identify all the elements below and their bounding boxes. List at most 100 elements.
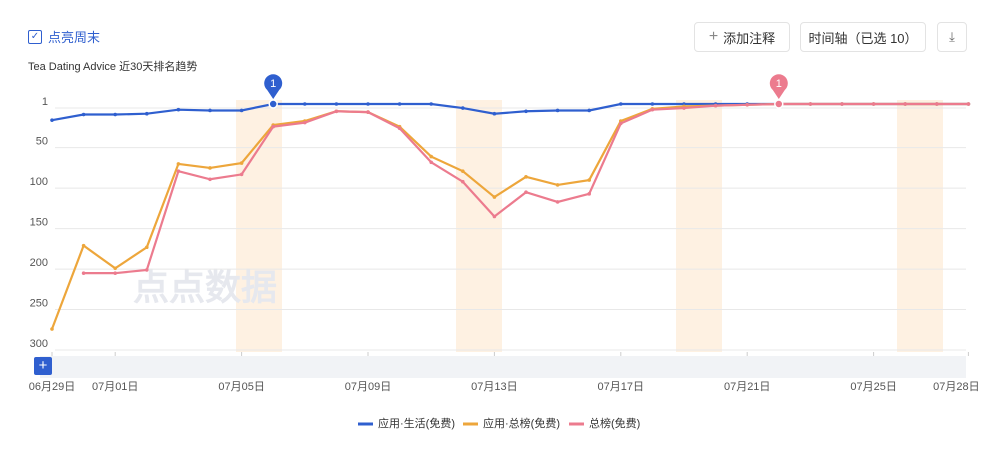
point [587,108,591,113]
legend-label: 应用·生活(免费) [378,416,455,430]
point [81,112,86,117]
point [113,271,117,275]
point [50,118,54,122]
point [555,183,560,187]
point [239,161,244,165]
point [461,169,465,173]
point [113,266,117,271]
point [587,178,591,182]
weekend-band [456,100,502,352]
button-label: 添加注释 [723,30,776,46]
point [713,103,718,108]
point [429,160,434,165]
y-tick-label: 300 [30,338,48,350]
y-tick-label: 150 [30,217,48,229]
point [366,110,370,114]
point [492,214,497,219]
point [429,102,434,106]
legend-label: 总榜(免费) [589,416,640,430]
download-button[interactable]: ⤓ [937,22,967,52]
point [650,102,655,106]
handle-plus: + [39,357,48,374]
point [745,103,749,107]
point [271,124,276,129]
x-tick-label: 07月13日 [471,381,517,393]
point [81,243,86,248]
x-tick-label: 07月17日 [598,381,644,393]
x-tick-label: 06月29日 [29,381,75,393]
point [176,107,181,112]
point [492,195,497,199]
annotation-label: 1 [776,78,782,90]
point [587,192,591,196]
annotation-label: 1 [270,78,276,90]
point [239,172,244,177]
point [145,245,149,250]
series-line [51,102,969,122]
point [524,175,528,179]
point [966,102,971,106]
point [555,108,560,113]
y-tick-label: 50 [36,136,48,148]
point [334,109,339,114]
point [461,179,465,184]
point [208,166,212,170]
toggle-label: 点亮周末 [48,30,101,45]
weekend-bands [236,100,943,352]
x-tick-label: 07月09日 [345,381,391,393]
x-tick-label: 07月25日 [850,381,896,393]
point [303,120,307,125]
point [555,200,560,204]
point [145,268,149,272]
button-label: 时间轴（已选 10） [808,30,918,46]
point [524,109,528,114]
point [334,102,339,106]
point [492,111,497,116]
annotation-pin [264,74,283,99]
point [208,177,212,182]
weekend-band [897,100,943,352]
point [524,190,528,195]
point [808,102,813,106]
x-tick-label: 07月05日 [218,381,264,393]
x-tick-label: 07月28日 [933,381,979,393]
weekend-toggle[interactable]: ✓ 点亮周末 [28,27,100,46]
point [113,112,117,117]
point [935,102,939,106]
x-tick-label: 07月01日 [92,381,138,393]
legend-label: 应用·总榜(免费) [483,416,560,430]
add-note-button[interactable]: + 添加注释 [694,22,790,52]
point [840,102,844,106]
range-handle[interactable] [34,357,52,375]
point [145,111,149,116]
weekend-band [676,100,722,352]
point [903,102,907,106]
annotation-dot [268,99,278,109]
point [650,107,655,112]
y-tick-label: 1 [42,96,48,108]
range-slider[interactable] [40,356,966,378]
chart-subtitle: Tea Dating Advice 近30天排名趋势 [28,59,197,73]
timeline-button[interactable]: 时间轴（已选 10） [800,22,926,52]
point [239,108,244,113]
watermark: 点点数据 [133,267,277,308]
weekend-band [236,100,282,352]
point [429,154,434,159]
y-tick-label: 250 [30,297,48,309]
annotation-pin [769,74,788,99]
point [619,102,623,106]
point [176,169,181,173]
point [619,121,623,126]
point [461,106,465,110]
point [397,126,402,131]
point [397,102,402,106]
y-tick-label: 100 [30,176,48,188]
point [303,102,307,106]
point [81,271,86,275]
annotation-dot [774,99,784,109]
point [50,327,54,331]
point [366,102,370,106]
point [682,106,686,110]
